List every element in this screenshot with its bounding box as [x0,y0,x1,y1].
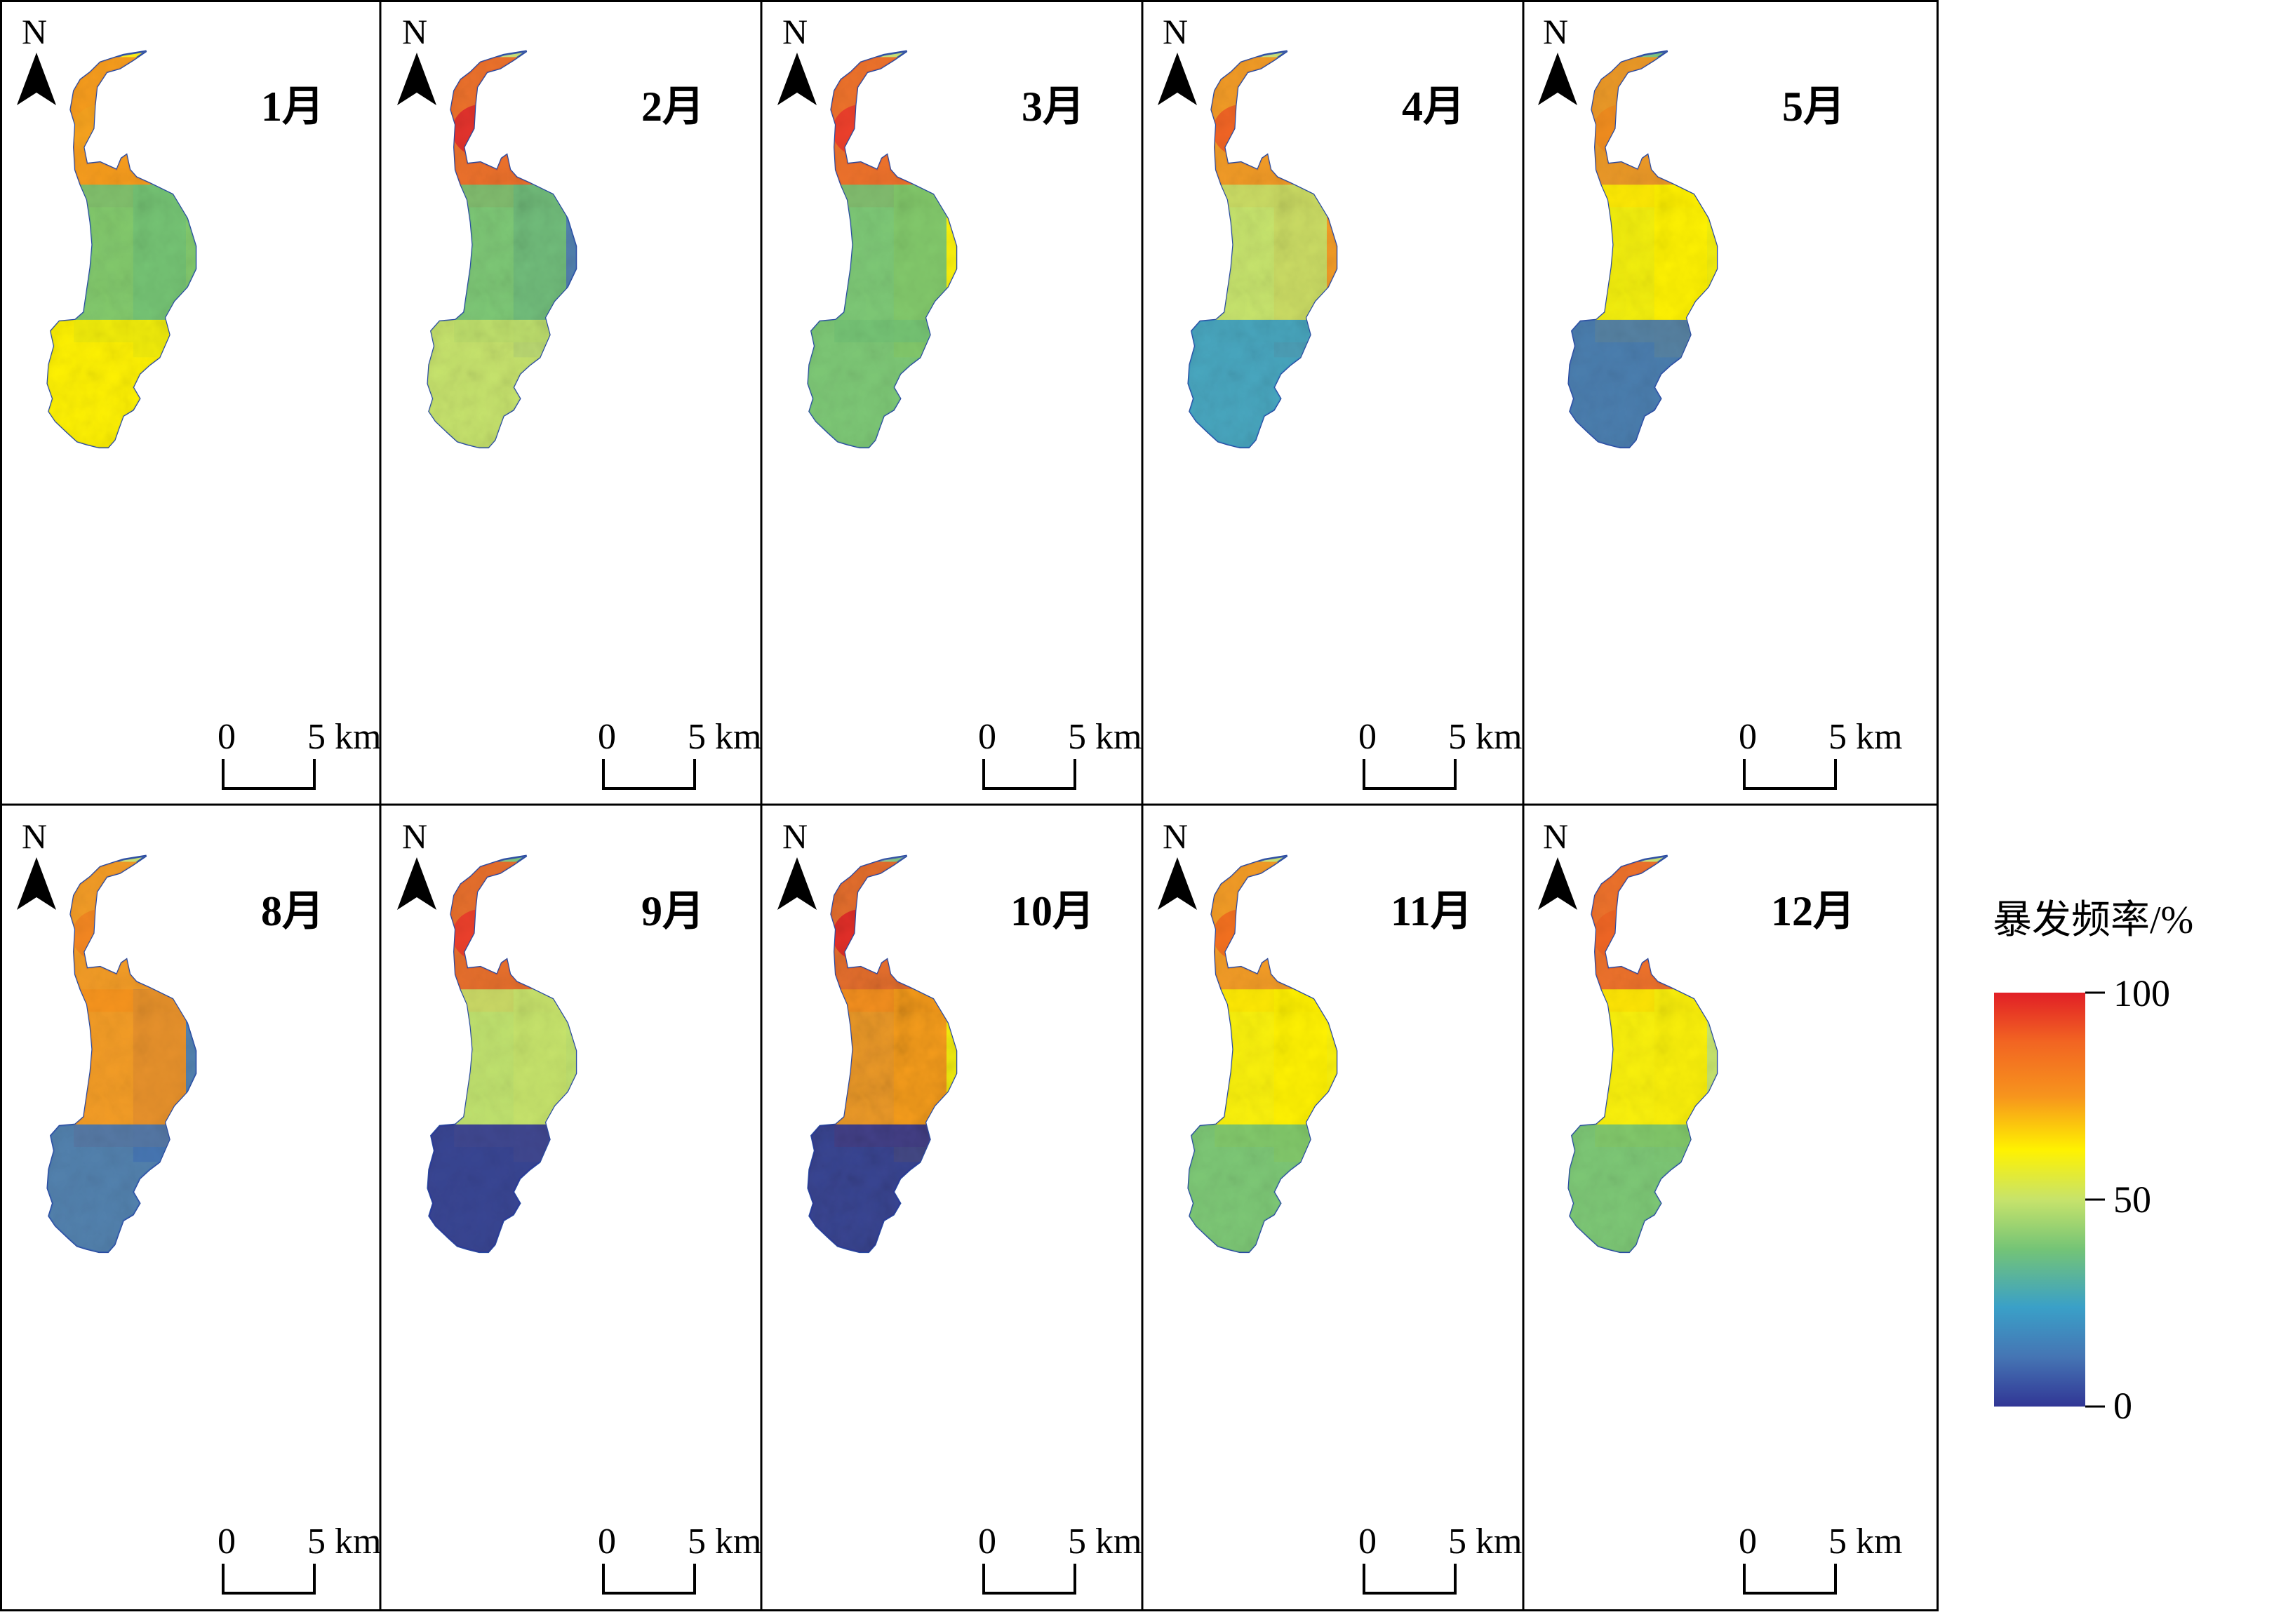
north-letter: N [1543,12,1568,51]
north-arrow: N [1158,817,1197,910]
scale-bar-end: 5 km [307,1522,381,1562]
panel-aug: N 8月 0 5 km [17,817,381,1595]
scale-bar-start: 0 [218,717,236,757]
north-letter: N [782,817,808,856]
region-map [427,50,577,449]
north-letter: N [22,817,47,856]
scale-bar-end: 5 km [1828,717,1902,757]
scale-bar-start: 0 [1358,717,1377,757]
north-letter: N [1163,12,1188,51]
scale-bar: 0 5 km [218,717,381,790]
north-letter: N [22,12,47,51]
scale-bar-end: 5 km [1068,717,1142,757]
region-map [807,50,958,449]
north-arrow: N [777,12,817,105]
scale-bar-end: 5 km [1828,1522,1902,1562]
scale-bar: 0 5 km [218,1522,381,1595]
region-map [1187,854,1338,1254]
region-map [1567,50,1718,449]
region-map [46,854,197,1254]
scale-bar-start: 0 [978,717,996,757]
north-arrow-icon [1158,857,1197,910]
month-label: 4月 [1402,83,1465,130]
scale-bar: 0 5 km [598,717,761,790]
scale-bar-start: 0 [1358,1522,1377,1562]
north-arrow-icon [777,53,817,105]
panel-mar: N 3月 0 5 km [777,12,1142,790]
north-arrow: N [17,817,56,910]
legend-tick-100: 100 [2113,972,2170,1014]
scale-bar-end: 5 km [1448,1522,1522,1562]
north-arrow-icon [17,857,56,910]
north-letter: N [402,817,427,856]
month-label: 9月 [641,888,704,934]
region-map [1567,854,1718,1254]
scale-bar: 0 5 km [598,1522,761,1595]
north-arrow-icon [17,53,56,105]
scale-bar-end: 5 km [688,717,761,757]
region-map [1187,50,1338,449]
legend: 暴发频率/% 100 50 0 [1993,899,2193,1427]
legend-title: 暴发频率/% [1993,899,2193,942]
legend-colorbar [1994,993,2085,1407]
month-label: 3月 [1022,83,1085,130]
north-arrow-icon [777,857,817,910]
scale-bar-end: 5 km [307,717,381,757]
north-arrow-icon [1158,53,1197,105]
north-arrow-icon [397,53,436,105]
month-label: 10月 [1010,888,1095,934]
panel-oct: N 10月 0 5 km [777,817,1142,1595]
scale-bar: 0 5 km [978,717,1142,790]
north-arrow: N [1538,12,1577,105]
panel-nov: N 11月 0 5 km [1158,817,1522,1595]
scale-bar-start: 0 [978,1522,996,1562]
north-arrow: N [1538,817,1577,910]
north-letter: N [402,12,427,51]
north-arrow: N [1158,12,1197,105]
month-label: 5月 [1782,83,1845,130]
legend-tick-0: 0 [2113,1385,2132,1427]
north-arrow: N [397,817,436,910]
north-arrow-icon [1538,53,1577,105]
panel-layer: N 1月 0 5 km N 2月 0 5 km N 3月 0 5 km N 4月 0 5 km N 5月 0 5 km… [17,12,1902,1595]
north-arrow-icon [1538,857,1577,910]
scale-bar-start: 0 [1739,717,1757,757]
month-label: 2月 [641,83,704,130]
panel-grid [0,0,1939,1611]
scale-bar: 0 5 km [1358,717,1522,790]
scale-bar: 0 5 km [1739,1522,1902,1595]
scale-bar: 0 5 km [1739,717,1902,790]
scale-bar-start: 0 [1739,1522,1757,1562]
north-arrow-icon [397,857,436,910]
month-label: 8月 [261,888,324,934]
north-letter: N [782,12,808,51]
panel-feb: N 2月 0 5 km [397,12,761,790]
panel-dec: N 12月 0 5 km [1538,817,1902,1595]
panel-may: N 5月 0 5 km [1538,12,1902,790]
region-map [46,50,197,449]
scale-bar-start: 0 [598,717,616,757]
scale-bar-end: 5 km [688,1522,761,1562]
legend-tick-50: 50 [2113,1179,2151,1221]
north-arrow: N [397,12,436,105]
north-arrow: N [17,12,56,105]
month-label: 1月 [261,83,324,130]
north-arrow: N [777,817,817,910]
panel-jan: N 1月 0 5 km [17,12,381,790]
scale-bar-start: 0 [218,1522,236,1562]
scale-bar-start: 0 [598,1522,616,1562]
month-label: 11月 [1391,888,1473,934]
scale-bar: 0 5 km [1358,1522,1522,1595]
region-map [807,854,958,1254]
panel-sep: N 9月 0 5 km [397,817,761,1595]
month-label: 12月 [1771,888,1855,934]
scale-bar-end: 5 km [1068,1522,1142,1562]
scale-bar-end: 5 km [1448,717,1522,757]
region-map [427,854,577,1254]
north-letter: N [1163,817,1188,856]
north-letter: N [1543,817,1568,856]
scale-bar: 0 5 km [978,1522,1142,1595]
panel-apr: N 4月 0 5 km [1158,12,1522,790]
